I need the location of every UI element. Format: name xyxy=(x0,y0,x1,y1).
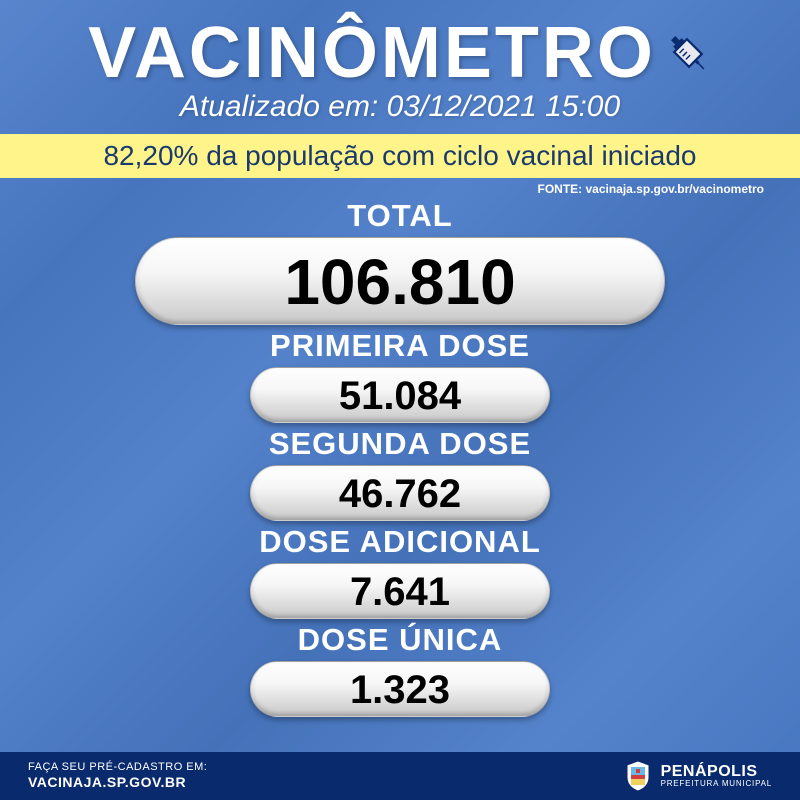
main-title: VACINÔMETRO xyxy=(88,12,656,94)
updated-at: Atualizado em: 03/12/2021 15:00 xyxy=(180,90,620,124)
footer-cta-line1: FAÇA SEU PRÉ-CADASTRO EM: xyxy=(28,761,207,774)
stat-value-segunda: 46.762 xyxy=(250,465,550,521)
footer-cta: FAÇA SEU PRÉ-CADASTRO EM: VACINAJA.SP.GO… xyxy=(28,761,207,791)
footer-bar: FAÇA SEU PRÉ-CADASTRO EM: VACINAJA.SP.GO… xyxy=(0,752,800,800)
percentage-banner: 82,20% da população com ciclo vacinal in… xyxy=(0,134,800,178)
footer-cta-url: VACINAJA.SP.GOV.BR xyxy=(28,774,207,791)
subtitle-date: 03/12/2021 15:00 xyxy=(387,90,621,123)
stat-value-total: 106.810 xyxy=(135,237,665,325)
syringe-icon xyxy=(654,19,722,87)
banner-percent: 82,20% xyxy=(103,140,198,171)
footer-brand: PENÁPOLIS PREFEITURA MUNICIPAL xyxy=(623,759,772,793)
stat-label-primeira: PRIMEIRA DOSE xyxy=(270,328,530,364)
banner-text: da população com ciclo vacinal iniciado xyxy=(198,140,696,171)
stat-value-adicional: 7.641 xyxy=(250,563,550,619)
stat-label-adicional: DOSE ADICIONAL xyxy=(259,524,541,560)
title-row: VACINÔMETRO xyxy=(30,12,770,94)
stat-label-total: TOTAL xyxy=(347,198,452,234)
source-label: FONTE: xyxy=(537,182,585,196)
source-value: vacinaja.sp.gov.br/vacinometro xyxy=(585,182,764,196)
infographic-container: VACINÔMETRO Atualizado em: 03/12/2021 15… xyxy=(0,0,800,800)
stat-label-segunda: SEGUNDA DOSE xyxy=(269,426,531,462)
stat-value-unica: 1.323 xyxy=(250,661,550,717)
source-line: FONTE: vacinaja.sp.gov.br/vacinometro xyxy=(30,182,770,196)
stat-value-primeira: 51.084 xyxy=(250,367,550,423)
stat-label-unica: DOSE ÚNICA xyxy=(298,622,503,658)
stats-list: TOTAL 106.810 PRIMEIRA DOSE 51.084 SEGUN… xyxy=(135,198,665,717)
city-crest-icon xyxy=(623,759,653,793)
footer-subcity: PREFEITURA MUNICIPAL xyxy=(661,780,772,788)
subtitle-prefix: Atualizado em: xyxy=(180,90,387,123)
footer-city: PENÁPOLIS xyxy=(661,764,772,780)
footer-brand-text: PENÁPOLIS PREFEITURA MUNICIPAL xyxy=(661,764,772,788)
